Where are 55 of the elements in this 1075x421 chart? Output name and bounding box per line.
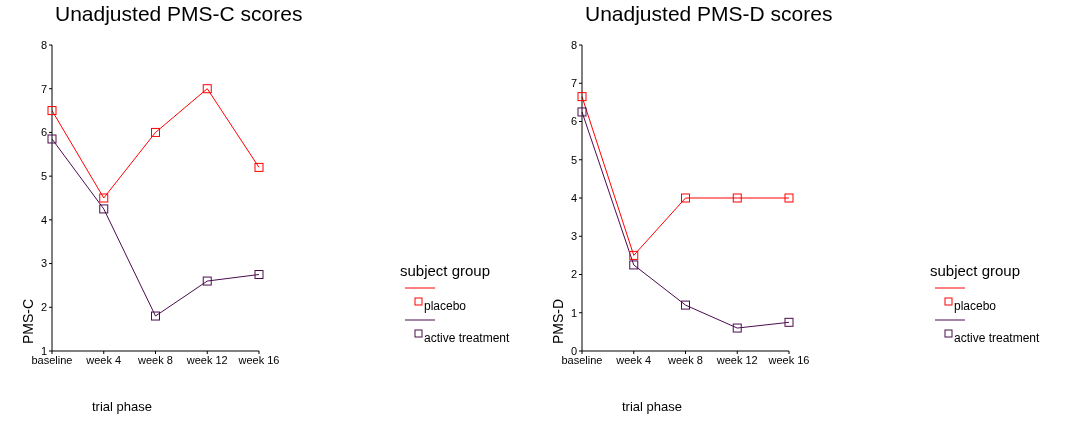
y-tick-label: 6 xyxy=(570,115,577,128)
x-tick-label: week 8 xyxy=(667,353,703,366)
x-tick-label: week 12 xyxy=(715,353,758,366)
y-tick-label: 1 xyxy=(570,306,577,319)
x-tick-label: week 4 xyxy=(85,353,122,366)
point xyxy=(681,300,690,310)
y-tick-label: 3 xyxy=(40,257,47,270)
x-tick-label: week 16 xyxy=(767,353,810,366)
y-tick-label: 2 xyxy=(570,268,577,281)
point xyxy=(254,162,264,172)
chart-title: Unadjusted PMS-C scores xyxy=(55,2,303,26)
point xyxy=(577,107,587,117)
legend-label: placebo xyxy=(424,299,468,313)
x-tick-label: week 8 xyxy=(137,353,173,366)
y-axis-title: PMS-C xyxy=(20,298,36,344)
chart-title: Unadjusted PMS-D scores xyxy=(585,2,833,26)
point xyxy=(151,127,160,137)
legend-title: subject group xyxy=(400,262,492,279)
legend-label: active treatment xyxy=(424,331,511,345)
legend-title: subject group xyxy=(930,262,1022,279)
point xyxy=(629,250,639,260)
x-axis-title: trial phase xyxy=(622,399,682,414)
y-tick-label: 5 xyxy=(570,153,577,166)
point xyxy=(732,323,742,333)
point xyxy=(47,106,57,116)
y-tick-label: 7 xyxy=(570,77,577,90)
point xyxy=(151,311,160,321)
point xyxy=(254,270,264,279)
x-tick-label: week 16 xyxy=(237,353,280,366)
x-tick-label: week 12 xyxy=(185,353,228,366)
point xyxy=(732,193,742,203)
x-tick-label: week 4 xyxy=(615,353,652,366)
point xyxy=(47,134,57,144)
point xyxy=(99,193,109,203)
y-tick-label: 3 xyxy=(570,230,577,243)
point xyxy=(681,193,690,203)
x-axis-title: trial phase xyxy=(92,399,152,414)
legend-label: placebo xyxy=(954,299,998,313)
point xyxy=(784,317,794,327)
point xyxy=(577,92,587,102)
point xyxy=(629,260,639,270)
point xyxy=(202,276,212,286)
y-tick-label: 2 xyxy=(40,301,47,314)
y-tick-label: 4 xyxy=(40,213,47,226)
legend-label: active treatment xyxy=(954,331,1041,345)
y-tick-label: 8 xyxy=(40,38,47,51)
point xyxy=(202,84,212,94)
y-tick-label: 5 xyxy=(40,170,47,183)
y-tick-label: 7 xyxy=(40,82,47,95)
y-tick-label: 6 xyxy=(40,126,47,139)
y-tick-label: 8 xyxy=(570,38,577,51)
y-tick-label: 4 xyxy=(570,191,577,204)
y-axis-title: PMS-D xyxy=(550,298,566,344)
point xyxy=(784,193,794,203)
point xyxy=(99,204,109,214)
